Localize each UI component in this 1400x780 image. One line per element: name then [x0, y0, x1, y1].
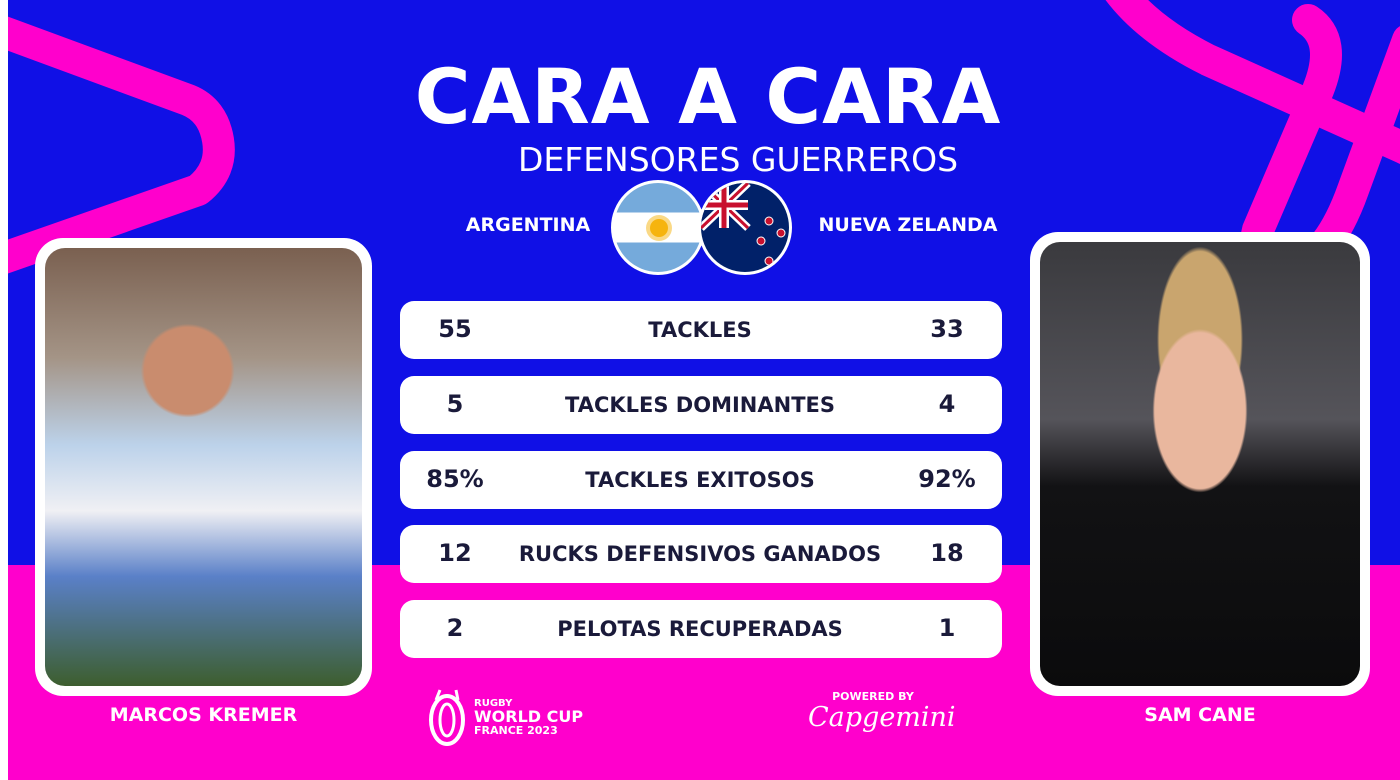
stat-label: PELOTAS RECUPERADAS [557, 617, 843, 641]
page-subtitle: DEFENSORES GUERREROS [517, 140, 959, 179]
new-zealand-flag-icon [698, 180, 792, 275]
stat-row: 12 RUCKS DEFENSIVOS GANADOS 18 [400, 525, 1002, 583]
stat-value-a: 55 [438, 315, 472, 343]
stat-value-a: 85% [426, 465, 484, 493]
argentina-flag-icon [611, 180, 705, 275]
player-photo-marcos-kremer [45, 248, 362, 686]
powered-by-label: POWERED BY [832, 690, 914, 703]
rwc-line-2: WORLD CUP [474, 706, 584, 726]
stat-row: 5 TACKLES DOMINANTES 4 [400, 376, 1002, 434]
capgemini-logo: Capgemini [808, 702, 956, 733]
player-photo-sam-cane [1040, 242, 1360, 686]
stat-row: 85% TACKLES EXITOSOS 92% [400, 451, 1002, 509]
stat-label: TACKLES DOMINANTES [565, 393, 835, 417]
stat-label: TACKLES EXITOSOS [585, 468, 815, 492]
stat-value-b: 33 [930, 315, 964, 343]
stat-row: 2 PELOTAS RECUPERADAS 1 [400, 600, 1002, 658]
player-name-a: MARCOS KREMER [109, 704, 298, 726]
player-photo-card-b [1030, 232, 1370, 696]
team-name-argentina: ARGENTINA [465, 214, 591, 236]
infographic: CARA A CARA DEFENSORES GUERREROS ARGENTI… [8, 0, 1400, 780]
stat-value-b: 18 [930, 539, 964, 567]
stat-row: 55 TACKLES 33 [400, 301, 1002, 359]
rugby-world-cup-logo: RUGBY WORLD CUP FRANCE 2023 [426, 688, 583, 746]
stat-value-a: 12 [438, 539, 472, 567]
player-name-b: SAM CANE [1144, 704, 1256, 726]
rwc-trophy-icon [429, 689, 465, 746]
stat-label: RUCKS DEFENSIVOS GANADOS [518, 542, 882, 566]
stat-value-a: 5 [446, 390, 464, 418]
team-name-new-zealand: NUEVA ZELANDA [818, 214, 998, 236]
stat-value-a: 2 [446, 614, 464, 642]
rwc-line-1: RUGBY [474, 697, 513, 709]
rwc-line-3: FRANCE 2023 [474, 723, 558, 737]
player-photo-card-a [35, 238, 372, 696]
stat-label: TACKLES [648, 318, 752, 342]
stat-value-b: 92% [918, 465, 976, 493]
stat-value-b: 4 [938, 390, 956, 418]
page-title: CARA A CARA [414, 52, 1002, 141]
stat-value-b: 1 [938, 614, 956, 642]
